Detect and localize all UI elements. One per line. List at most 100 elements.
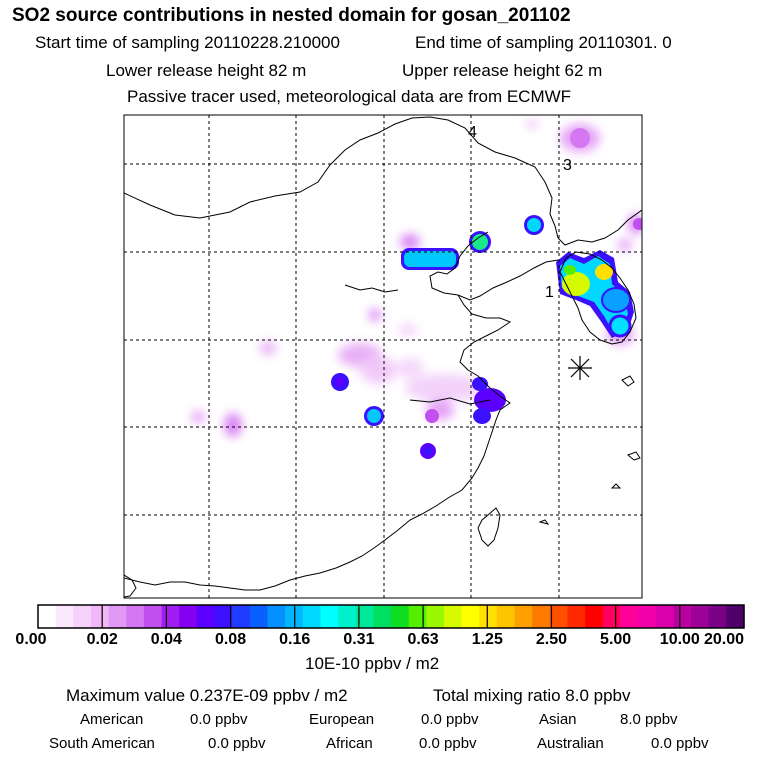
colorbar-tick-label: 0.04	[150, 631, 182, 648]
hotspot-nanjing	[472, 377, 488, 391]
colorbar-swatch	[214, 605, 233, 628]
hotspot-henan-core	[335, 377, 345, 387]
colorbar-swatch	[90, 605, 110, 628]
colorbar-tick-label: 0.63	[407, 631, 439, 648]
plume-west	[260, 341, 276, 355]
river-1	[344, 284, 399, 293]
colorbar-swatch	[726, 605, 745, 628]
coast-bohai	[429, 231, 559, 301]
colorbar-swatch	[161, 605, 180, 628]
upper-height-label: Upper release height 62 m	[402, 61, 603, 80]
colorbar-tick-label: 0.00	[15, 631, 47, 648]
hotspot-east-edge	[633, 218, 642, 230]
colorbar-swatch	[196, 605, 216, 628]
colorbar-tick-label: 0.31	[343, 631, 375, 648]
colorbar-tick-label: 20.00	[703, 631, 745, 648]
colorbar-swatch	[320, 605, 339, 628]
region-value-south-american: 0.0 ppbv	[208, 735, 266, 752]
colorbar-swatch	[479, 605, 498, 628]
hotspot-busan	[608, 314, 632, 338]
colorbar-swatch	[108, 605, 127, 628]
region-name-european: European	[309, 711, 375, 728]
coast-china-east	[124, 294, 512, 591]
colorbar-swatch	[38, 605, 57, 628]
plume-chongqing	[224, 413, 242, 437]
colorbar-swatch	[232, 605, 251, 628]
border-mongolia	[124, 116, 559, 239]
island-2	[610, 483, 622, 489]
colorbar-swatch	[691, 605, 710, 628]
colorbar-tick-label: 1.25	[471, 631, 503, 648]
colorbar-swatch	[708, 605, 727, 628]
colorbar-swatch	[567, 605, 586, 628]
colorbar-swatch	[461, 605, 480, 628]
colorbar-swatch	[391, 605, 410, 628]
colorbar-swatch	[496, 605, 516, 628]
coast-korea	[559, 251, 637, 345]
hotspot-group	[331, 128, 642, 459]
colorbar-unit: 10E-10 ppbv / m2	[305, 654, 440, 673]
colorbar	[38, 605, 745, 628]
island-taiwan	[477, 507, 501, 547]
hotspot-beijing-core	[404, 251, 456, 267]
region-name-australian: Australian	[537, 735, 604, 752]
map-frame	[123, 114, 643, 599]
hotspot-hubei-core	[367, 409, 381, 423]
map-label-1: 1	[545, 284, 554, 301]
plume-beijing	[400, 234, 420, 250]
plume-east-china	[396, 358, 424, 378]
region-name-african: African	[326, 735, 373, 752]
total-mixing-ratio: Total mixing ratio 8.0 ppbv	[433, 686, 631, 705]
end-time-label: End time of sampling 20110301. 0	[415, 33, 672, 52]
map-label-4: 4	[468, 124, 477, 141]
colorbar-swatch	[302, 605, 321, 628]
colorbar-tick-label: 0.02	[86, 631, 118, 648]
colorbar-swatch	[355, 605, 374, 628]
colorbar-tick-label: 0.08	[214, 631, 247, 648]
colorbar-tick-label: 2.50	[535, 631, 568, 648]
colorbar-swatch	[620, 605, 639, 628]
island-1	[627, 451, 641, 461]
island-jeju	[621, 375, 635, 387]
colorbar-tick-label: 10.00	[659, 631, 700, 648]
plume-yangtze	[405, 374, 485, 402]
colorbar-frame	[37, 604, 745, 629]
colorbar-swatch	[673, 605, 692, 628]
hotspot-hangzhou	[473, 408, 491, 424]
colorbar-swatch	[249, 605, 269, 628]
receptor-star-icon	[568, 356, 592, 380]
maximum-value: Maximum value 0.237E-09 ppbv / m2	[66, 686, 348, 705]
hotspot-north-korea-core	[527, 218, 541, 232]
plume-shandong-west	[399, 324, 417, 336]
colorbar-swatch	[179, 605, 198, 628]
region-value-african: 0.0 ppbv	[419, 735, 477, 752]
region-value-american: 0.0 ppbv	[190, 711, 248, 728]
colorbar-swatch	[373, 605, 392, 628]
colorbar-swatch	[126, 605, 145, 628]
region-name-south-american: South American	[49, 735, 155, 752]
colorbar-tick-label: 5.00	[600, 631, 632, 648]
plume-hebei	[369, 309, 381, 321]
colorbar-tick-label: 0.16	[279, 631, 311, 648]
colorbar-swatch	[532, 605, 551, 628]
plume-sichuan	[191, 411, 205, 423]
plume-top	[527, 119, 537, 129]
region-value-asian: 8.0 ppbv	[620, 711, 678, 728]
river-yangtze	[409, 397, 491, 405]
region-value-european: 0.0 ppbv	[421, 711, 479, 728]
colorbar-swatch	[338, 605, 357, 628]
colorbar-swatch	[638, 605, 657, 628]
region-value-australian: 0.0 ppbv	[651, 735, 709, 752]
colorbar-swatch	[408, 605, 427, 628]
hotspot-anhui	[425, 409, 439, 423]
colorbar-swatch	[143, 605, 163, 628]
region-name-asian: Asian	[539, 711, 577, 728]
colorbar-swatch	[55, 605, 74, 628]
hotspot-jiangxi-core	[424, 447, 432, 455]
colorbar-swatch	[549, 605, 569, 628]
plume-east-edge-2	[618, 239, 632, 251]
map-area: 4 3 1	[124, 115, 642, 598]
graticule	[124, 115, 642, 598]
tracer-note: Passive tracer used, meteorological data…	[127, 87, 572, 106]
